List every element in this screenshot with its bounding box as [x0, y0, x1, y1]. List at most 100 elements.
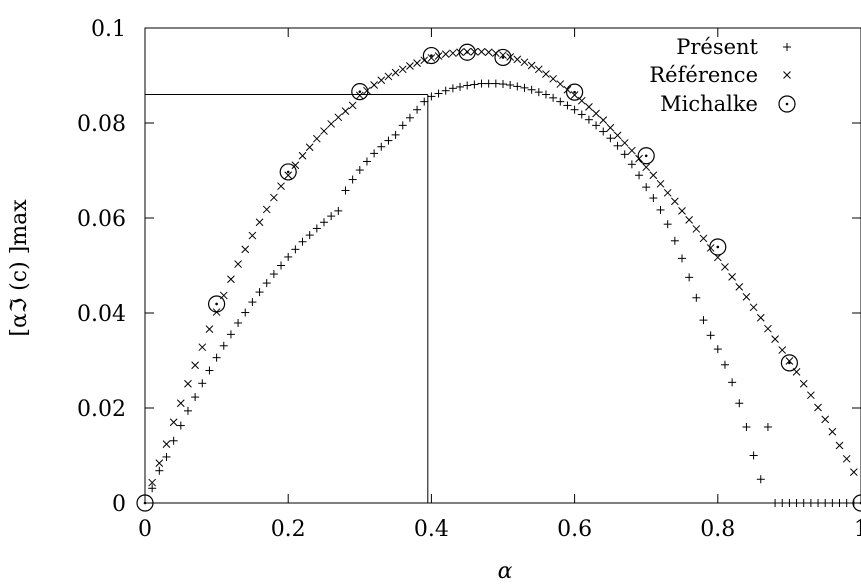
cross-b	[849, 468, 858, 476]
data-point	[692, 293, 701, 302]
data-point	[234, 318, 243, 327]
y-tick-label: 0.08	[77, 112, 126, 137]
data-point	[155, 466, 164, 475]
data-point	[842, 499, 851, 507]
cross-b	[348, 101, 357, 110]
cross-b	[577, 96, 586, 105]
data-point	[692, 225, 701, 233]
data-point	[477, 79, 486, 88]
circle-ring	[136, 494, 154, 512]
series-plus	[148, 79, 858, 507]
data-point	[449, 49, 457, 58]
cross-b	[398, 65, 407, 74]
cross-b	[406, 62, 414, 70]
data-point	[484, 79, 493, 88]
data-point	[176, 421, 185, 430]
data-point	[219, 341, 228, 350]
circle-ring	[208, 295, 226, 313]
cross-b	[155, 459, 164, 467]
data-point	[499, 80, 507, 89]
data-point	[807, 391, 815, 400]
data-point	[670, 236, 679, 245]
data-point	[277, 261, 286, 270]
data-point	[305, 231, 314, 240]
data-point	[470, 47, 479, 56]
data-point	[599, 127, 608, 136]
cross-b	[162, 440, 171, 448]
data-point	[377, 142, 386, 151]
data-point	[720, 360, 729, 369]
data-point	[291, 161, 300, 170]
cross-b	[549, 74, 557, 83]
cross-b	[799, 379, 808, 388]
data-point	[835, 499, 844, 507]
cross-b	[721, 263, 729, 271]
data-point	[205, 366, 214, 375]
data-point	[148, 478, 157, 487]
circle-ring	[279, 163, 297, 181]
data-point	[649, 171, 658, 180]
data-point	[198, 343, 207, 352]
data-point	[527, 61, 536, 70]
cross-b	[284, 171, 293, 180]
cross-b	[441, 50, 450, 58]
data-point	[184, 379, 192, 388]
data-point	[721, 263, 729, 271]
data-point	[570, 105, 579, 114]
cross-b	[499, 51, 507, 59]
data-point	[513, 82, 522, 91]
tick-labels: 0 0.2 0.4 0.6 0.8 1 0 0.02 0.04 0.06 0.08 0.1	[77, 17, 861, 542]
legend-label: Michalke	[660, 92, 758, 116]
data-point	[520, 58, 529, 67]
data-point	[735, 399, 744, 408]
data-point	[208, 295, 226, 313]
data-point	[599, 116, 608, 125]
data-point	[494, 48, 512, 67]
data-point	[763, 423, 772, 431]
data-point	[405, 113, 414, 122]
data-point	[262, 279, 271, 288]
data-point	[778, 346, 787, 354]
cross-b	[184, 379, 192, 388]
data-point	[241, 245, 250, 254]
plot-border	[144, 27, 861, 504]
x-tick-label: 0.4	[414, 517, 449, 542]
data-point	[355, 166, 364, 175]
circle-dot	[501, 56, 505, 59]
circle-ring	[778, 95, 796, 113]
data-point	[284, 171, 293, 180]
data-point	[670, 197, 679, 206]
plot-frame	[144, 27, 861, 504]
data-point	[341, 107, 350, 115]
cross-b	[248, 231, 257, 240]
cross-b	[384, 72, 393, 81]
data-point	[169, 436, 178, 445]
circle-ring	[637, 147, 655, 165]
data-point	[556, 80, 565, 88]
cross-b	[685, 216, 694, 224]
data-point	[499, 51, 507, 59]
cross-b	[277, 182, 285, 191]
data-point	[542, 70, 550, 78]
data-point	[212, 353, 221, 362]
legend-label: Référence	[649, 63, 758, 87]
cross-b	[191, 361, 199, 370]
cross-b	[449, 49, 457, 58]
data-point	[413, 105, 422, 114]
circle-ring	[351, 83, 369, 101]
y-tick-label: 0.02	[77, 397, 126, 422]
data-point	[678, 207, 686, 215]
data-point	[370, 81, 378, 89]
circle-ring	[494, 48, 512, 67]
data-point	[592, 109, 600, 118]
data-point	[269, 270, 278, 279]
data-point	[642, 183, 651, 192]
cross-b	[477, 47, 486, 56]
cross-b	[241, 245, 250, 254]
data-point	[534, 88, 543, 97]
legend-marker	[778, 95, 796, 113]
data-point	[183, 406, 192, 415]
data-marks	[136, 43, 861, 512]
data-point	[448, 84, 457, 93]
data-point	[506, 81, 515, 89]
